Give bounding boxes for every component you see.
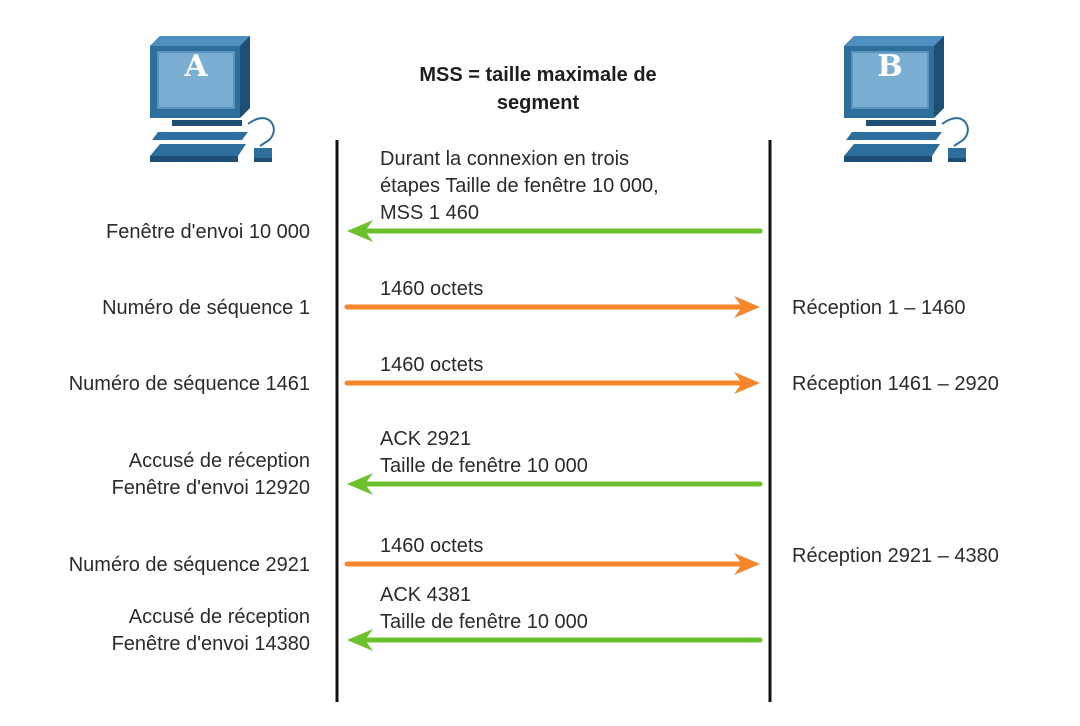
host-a: A [149, 35, 275, 163]
arrow-head-icon [347, 629, 373, 651]
host-b: B [843, 35, 969, 163]
computer-icon [843, 35, 969, 163]
host-a-note: Fenêtre d'envoi 12920 [112, 477, 310, 499]
message-1: Durant la connexion en trois étapes Taill… [106, 148, 763, 243]
message-6: ACK 4381 Taille de fenêtre 10 000 Accusé d… [112, 584, 763, 655]
host-a-note: Fenêtre d'envoi 10 000 [106, 221, 310, 243]
title-line-1: MSS = taille maximale de [419, 64, 656, 86]
computer-icon [149, 35, 275, 163]
arrow-label: 1460 octets [380, 278, 483, 300]
arrow-label: Taille de fenêtre 10 000 [380, 455, 588, 477]
arrow-head-icon [734, 296, 760, 318]
title-line-2: segment [497, 92, 580, 114]
arrow-label: 1460 octets [380, 354, 483, 376]
host-a-note: Numéro de séquence 2921 [69, 554, 310, 576]
host-a-note: Accusé de réception [129, 606, 310, 628]
arrow-head-icon [347, 220, 373, 242]
arrow-head-icon [347, 473, 373, 495]
message-list: Durant la connexion en trois étapes Taill… [69, 148, 999, 655]
message-3: 1460 octets Numéro de séquence 1461 Récept… [69, 354, 999, 395]
host-b-note: Réception 1 – 1460 [792, 297, 965, 319]
host-b-label: B [877, 49, 902, 84]
arrow-label: 1460 octets [380, 535, 483, 557]
message-5: 1460 octets Numéro de séquence 2921 Récept… [69, 535, 999, 576]
arrow-label: Durant la connexion en trois [380, 148, 629, 170]
arrow-head-icon [734, 372, 760, 394]
host-a-note: Accusé de réception [129, 450, 310, 472]
arrow-label: Taille de fenêtre 10 000 [380, 611, 588, 633]
host-b-note: Réception 2921 – 4380 [792, 545, 999, 567]
host-a-note: Numéro de séquence 1461 [69, 373, 310, 395]
host-b-note: Réception 1461 – 2920 [792, 373, 999, 395]
host-a-note: Numéro de séquence 1 [102, 297, 310, 319]
host-a-label: A [183, 49, 208, 84]
message-2: 1460 octets Numéro de séquence 1 Réception… [102, 278, 965, 319]
message-4: ACK 2921 Taille de fenêtre 10 000 Accusé d… [112, 428, 763, 499]
host-a-note: Fenêtre d'envoi 14380 [112, 633, 310, 655]
arrow-label: ACK 2921 [380, 428, 471, 450]
arrow-label: MSS 1 460 [380, 202, 479, 224]
arrow-label: étapes Taille de fenêtre 10 000, [380, 175, 659, 197]
arrow-head-icon [734, 553, 760, 575]
arrow-label: ACK 4381 [380, 584, 471, 606]
